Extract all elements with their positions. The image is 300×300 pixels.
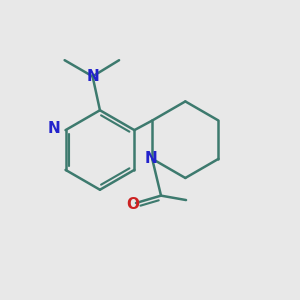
Text: N: N (47, 121, 60, 136)
Text: O: O (127, 197, 140, 212)
Text: N: N (144, 151, 157, 166)
Text: N: N (86, 69, 99, 84)
